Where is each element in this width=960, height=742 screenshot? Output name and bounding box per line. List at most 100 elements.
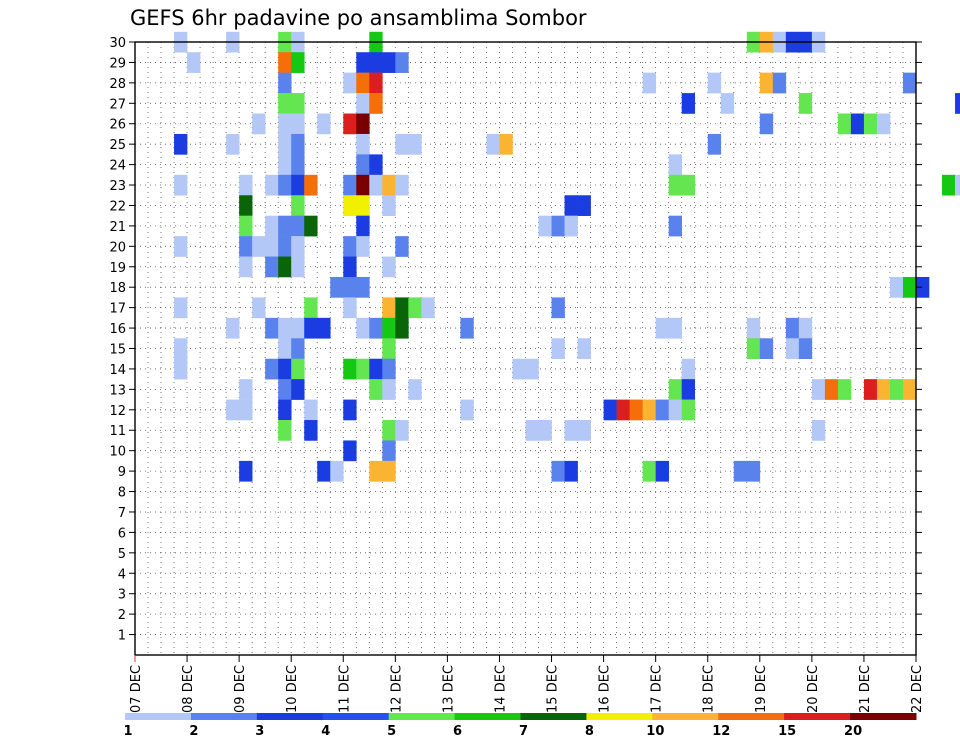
heatmap-cell [850,113,865,135]
y-tick-label: 22 [109,199,126,214]
heatmap-cell [525,420,539,441]
heatmap-cell [369,358,383,380]
heatmap-cell [278,338,292,360]
heatmap-cell [343,195,357,216]
y-tick-label: 6 [118,526,126,541]
legend-label: 10 [646,724,664,739]
heatmap-cell [811,379,826,400]
heatmap-cell [564,460,578,482]
y-tick-label: 21 [109,220,126,235]
heatmap-cell [356,236,370,257]
legend-swatch [784,713,851,720]
heatmap-cell [291,215,305,237]
heatmap-cell [369,93,383,114]
legend-swatch [718,713,785,720]
heatmap-cell [304,399,318,421]
heatmap-cell [668,174,682,196]
y-tick-label: 1 [118,629,126,644]
y-tick-label: 25 [109,138,126,153]
heatmap-cell [955,93,960,114]
heatmap-cell [317,113,331,135]
heatmap-cell [278,399,292,421]
heatmap-cell [239,256,253,278]
heatmap-cell [317,317,331,339]
heatmap-cell [785,317,800,339]
x-tick-label: 19 DEC [754,665,769,713]
heatmap-cell [551,215,565,237]
heatmap-cell [681,379,696,400]
y-tick-label: 30 [109,36,126,51]
x-tick-label: 15 DEC [546,665,561,713]
heatmap-cell [239,215,253,237]
heatmap-cell [356,154,370,176]
heatmap-cell [863,113,878,135]
y-tick-label: 29 [109,56,126,71]
heatmap-cell [278,72,292,94]
heatmap-cell [278,215,292,237]
heatmap-cell [889,379,904,400]
heatmap-cell [798,317,813,339]
heatmap-cell [681,93,696,114]
heatmap-cell [356,72,370,94]
x-tick-label: 13 DEC [441,665,456,713]
heatmap-cell [382,174,396,196]
heatmap-cell [291,358,305,380]
heatmap-cell [278,52,292,73]
y-tick-label: 3 [118,588,126,603]
y-tick-label: 10 [109,445,126,460]
legend-label: 1 [123,724,132,739]
heatmap-cell [265,174,279,196]
heatmap-cell [382,460,396,482]
heatmap-cell [551,338,565,360]
heatmap-cell [291,379,305,400]
heatmap-cell [278,113,292,135]
heatmap-cell [668,317,682,339]
heatmap-cell [863,379,878,400]
heatmap-cell [265,215,279,237]
heatmap-cell [668,215,682,237]
heatmap-cell [304,215,318,237]
heatmap-cell [252,297,266,319]
heatmap-cell [369,379,383,400]
heatmap-cell [304,420,318,441]
heatmap-cell [356,276,370,298]
legend-label: 5 [387,724,396,739]
heatmap-cell [681,399,696,421]
y-tick-label: 4 [118,567,126,582]
heatmap-cell [668,379,682,400]
heatmap-cell [382,52,396,73]
y-tick-label: 18 [109,281,126,296]
x-tick-label: 10 DEC [285,665,300,713]
heatmap-cell [343,174,357,196]
heatmap-cell [538,215,552,237]
heatmap-cell [837,113,852,135]
heatmap-cell [369,317,383,339]
heatmap-cell [226,399,240,421]
heatmap-cell [564,195,578,216]
heatmap-cell [356,52,370,73]
heatmap-cell [252,113,266,135]
x-tick-label: 11 DEC [337,665,352,713]
heatmap-cell [356,93,370,114]
heatmap-cell [382,420,396,441]
heatmap-cell [746,338,761,360]
y-tick-label: 5 [118,547,126,562]
heatmap-cell [655,317,669,339]
heatmap-cell [239,236,253,257]
heatmap-cell [811,420,826,441]
y-tick-label: 20 [109,240,126,255]
legend-swatch [652,713,719,720]
heatmap-cell [356,113,370,135]
heatmap-cell [798,93,813,114]
heatmap-cell [720,93,735,114]
y-tick-label: 16 [109,322,126,337]
legend-swatch [520,713,587,720]
heatmap-cell [369,174,383,196]
heatmap-cell [759,338,774,360]
heatmap-cell [395,297,409,319]
heatmap-cell [902,379,917,400]
heatmap-cell [564,215,578,237]
heatmap-cell [538,420,552,441]
heatmap-cell [551,297,565,319]
heatmap-cell [291,52,305,73]
